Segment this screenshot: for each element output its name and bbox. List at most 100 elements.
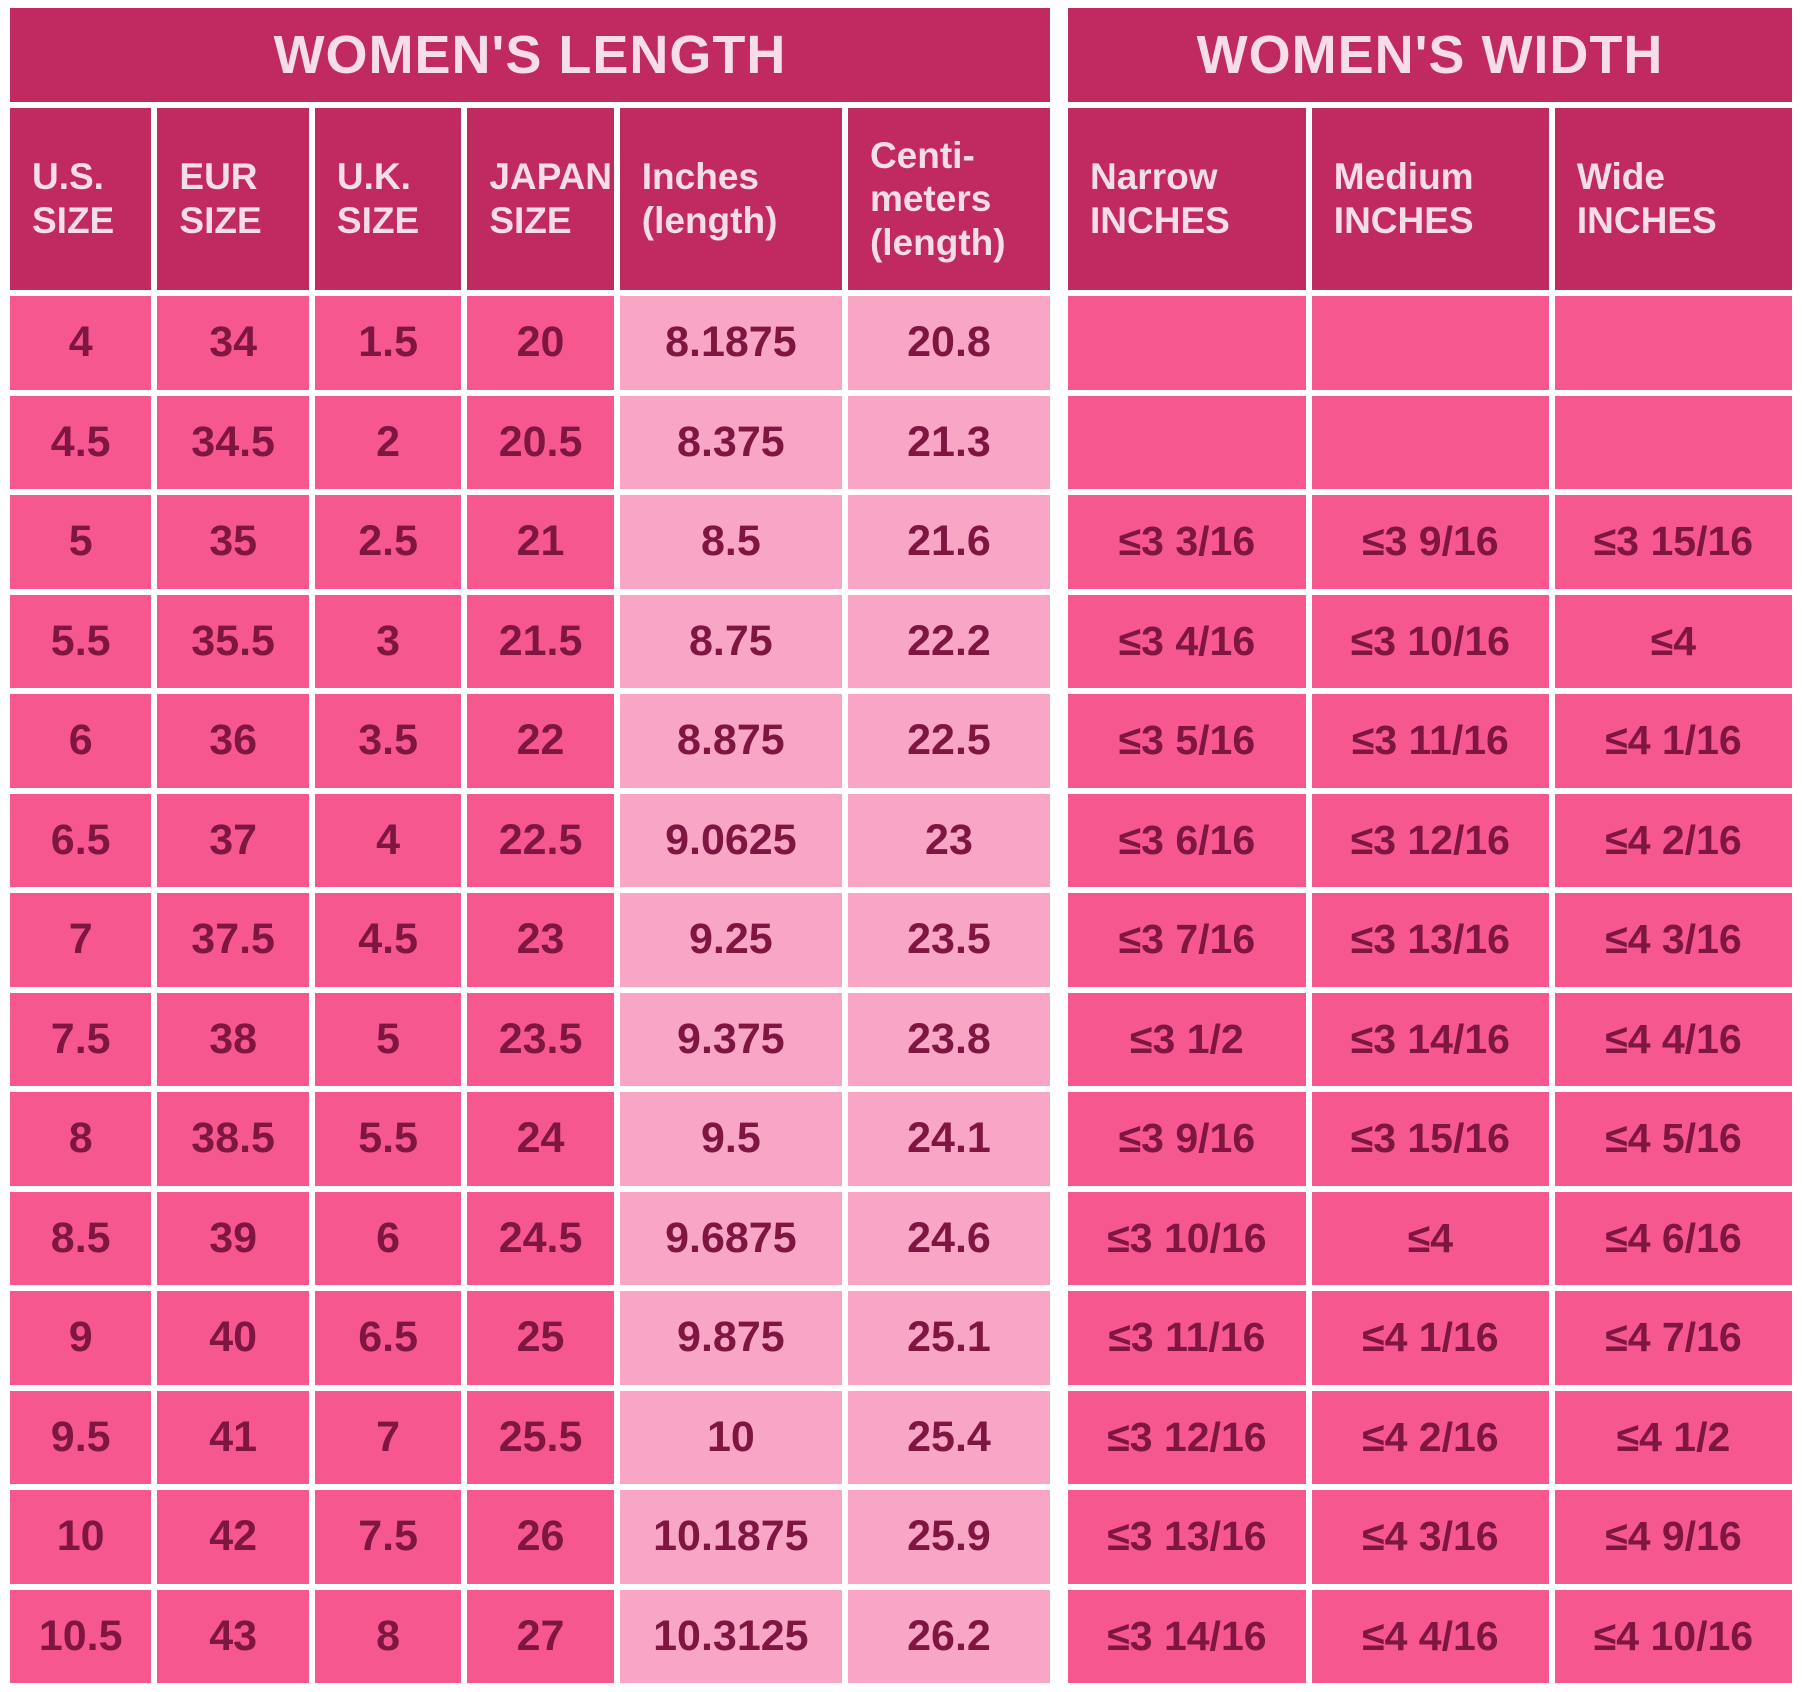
cell-uk-size: 2.5 [314,495,462,589]
length-row: 7 37.5 4.5 23 9.25 23.5 [10,893,1050,987]
width-table-title: WOMEN'S WIDTH [1068,8,1792,102]
cell-medium-inches: ≤3 10/16 [1311,594,1549,688]
cell-uk-size: 4 [314,793,462,887]
length-table-body: 4 34 1.5 20 8.1875 20.8 4.5 34.5 2 20.5 … [10,296,1050,1683]
cell-wide-inches [1554,395,1792,489]
cell-inches: 8.375 [619,395,842,489]
cell-eur-size: 34.5 [157,395,309,489]
cell-japan-size: 24.5 [467,1191,614,1285]
cell-us-size: 7.5 [10,992,152,1086]
cell-inches: 8.5 [619,495,842,589]
length-row: 7.5 38 5 23.5 9.375 23.8 [10,992,1050,1086]
cell-uk-size: 3 [314,594,462,688]
womens-length-table: WOMEN'S LENGTH U.S. SIZE EUR SIZE U.K. S… [4,2,1056,1689]
cell-japan-size: 20.5 [467,395,614,489]
length-table-title: WOMEN'S LENGTH [10,8,1050,102]
cell-wide-inches: ≤4 10/16 [1554,1589,1792,1683]
cell-us-size: 8 [10,1092,152,1186]
cell-narrow-inches: ≤3 9/16 [1068,1092,1306,1186]
cell-narrow-inches [1068,296,1306,390]
cell-wide-inches: ≤4 2/16 [1554,793,1792,887]
width-table-body: ≤3 3/16 ≤3 9/16 ≤3 15/16 ≤3 4/16 ≤3 10/1… [1068,296,1792,1683]
cell-medium-inches: ≤4 3/16 [1311,1490,1549,1584]
cell-centimeters: 25.1 [847,1291,1050,1385]
width-row: ≤3 14/16 ≤4 4/16 ≤4 10/16 [1068,1589,1792,1683]
col-header-japan-size: JAPAN SIZE [467,108,614,290]
width-row: ≤3 5/16 ≤3 11/16 ≤4 1/16 [1068,694,1792,788]
cell-inches: 9.375 [619,992,842,1086]
width-title-row: WOMEN'S WIDTH [1068,8,1792,102]
cell-centimeters: 21.3 [847,395,1050,489]
cell-wide-inches: ≤4 5/16 [1554,1092,1792,1186]
length-row: 6 36 3.5 22 8.875 22.5 [10,694,1050,788]
width-row: ≤3 6/16 ≤3 12/16 ≤4 2/16 [1068,793,1792,887]
cell-wide-inches: ≤3 15/16 [1554,495,1792,589]
cell-wide-inches: ≤4 7/16 [1554,1291,1792,1385]
length-row: 10 42 7.5 26 10.1875 25.9 [10,1490,1050,1584]
cell-us-size: 5.5 [10,594,152,688]
cell-us-size: 4 [10,296,152,390]
cell-eur-size: 40 [157,1291,309,1385]
cell-centimeters: 23 [847,793,1050,887]
cell-uk-size: 2 [314,395,462,489]
cell-inches: 10.3125 [619,1589,842,1683]
cell-centimeters: 24.6 [847,1191,1050,1285]
length-title-row: WOMEN'S LENGTH [10,8,1050,102]
col-header-uk-size: U.K. SIZE [314,108,462,290]
cell-uk-size: 8 [314,1589,462,1683]
cell-japan-size: 21 [467,495,614,589]
cell-narrow-inches: ≤3 13/16 [1068,1490,1306,1584]
cell-uk-size: 4.5 [314,893,462,987]
cell-narrow-inches: ≤3 4/16 [1068,594,1306,688]
cell-eur-size: 42 [157,1490,309,1584]
width-row: ≤3 7/16 ≤3 13/16 ≤4 3/16 [1068,893,1792,987]
cell-narrow-inches: ≤3 7/16 [1068,893,1306,987]
cell-wide-inches: ≤4 6/16 [1554,1191,1792,1285]
col-header-inches: Inches (length) [619,108,842,290]
width-row: ≤3 3/16 ≤3 9/16 ≤3 15/16 [1068,495,1792,589]
cell-uk-size: 7 [314,1390,462,1484]
width-row: ≤3 10/16 ≤4 ≤4 6/16 [1068,1191,1792,1285]
cell-inches: 10 [619,1390,842,1484]
cell-inches: 9.875 [619,1291,842,1385]
cell-inches: 8.1875 [619,296,842,390]
width-row [1068,395,1792,489]
cell-medium-inches: ≤4 1/16 [1311,1291,1549,1385]
cell-eur-size: 35 [157,495,309,589]
cell-narrow-inches: ≤3 12/16 [1068,1390,1306,1484]
cell-japan-size: 25 [467,1291,614,1385]
col-header-medium-inches: Medium INCHES [1311,108,1549,290]
cell-us-size: 9.5 [10,1390,152,1484]
cell-wide-inches: ≤4 4/16 [1554,992,1792,1086]
cell-narrow-inches: ≤3 1/2 [1068,992,1306,1086]
cell-centimeters: 23.8 [847,992,1050,1086]
length-row: 4.5 34.5 2 20.5 8.375 21.3 [10,395,1050,489]
cell-us-size: 8.5 [10,1191,152,1285]
cell-medium-inches: ≤4 [1311,1191,1549,1285]
cell-centimeters: 21.6 [847,495,1050,589]
cell-narrow-inches [1068,395,1306,489]
cell-narrow-inches: ≤3 5/16 [1068,694,1306,788]
cell-eur-size: 39 [157,1191,309,1285]
cell-medium-inches: ≤3 15/16 [1311,1092,1549,1186]
cell-uk-size: 5 [314,992,462,1086]
cell-japan-size: 27 [467,1589,614,1683]
cell-wide-inches: ≤4 1/16 [1554,694,1792,788]
cell-inches: 9.6875 [619,1191,842,1285]
col-header-us-size: U.S. SIZE [10,108,152,290]
cell-uk-size: 7.5 [314,1490,462,1584]
cell-japan-size: 20 [467,296,614,390]
cell-centimeters: 20.8 [847,296,1050,390]
cell-narrow-inches: ≤3 3/16 [1068,495,1306,589]
col-header-eur-size: EUR SIZE [157,108,309,290]
col-header-narrow-inches: Narrow INCHES [1068,108,1306,290]
cell-japan-size: 21.5 [467,594,614,688]
length-row: 4 34 1.5 20 8.1875 20.8 [10,296,1050,390]
cell-us-size: 10 [10,1490,152,1584]
width-row: ≤3 12/16 ≤4 2/16 ≤4 1/2 [1068,1390,1792,1484]
width-row: ≤3 13/16 ≤4 3/16 ≤4 9/16 [1068,1490,1792,1584]
cell-wide-inches: ≤4 3/16 [1554,893,1792,987]
cell-centimeters: 25.9 [847,1490,1050,1584]
cell-eur-size: 43 [157,1589,309,1683]
cell-eur-size: 34 [157,296,309,390]
